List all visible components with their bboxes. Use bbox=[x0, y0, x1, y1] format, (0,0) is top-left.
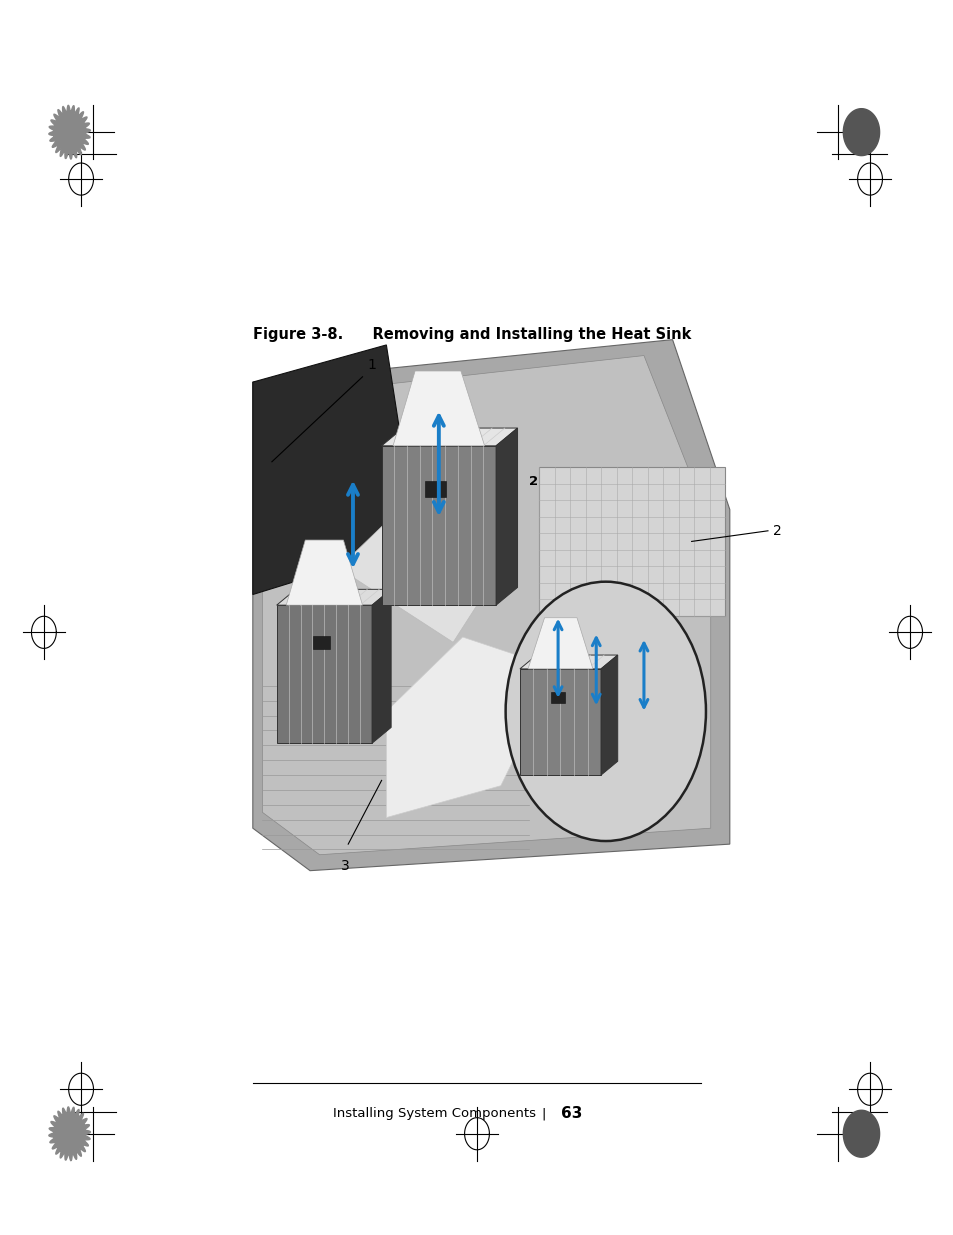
Polygon shape bbox=[49, 105, 91, 159]
Text: captive screws (4 each): captive screws (4 each) bbox=[272, 504, 430, 517]
Polygon shape bbox=[276, 605, 372, 743]
Text: 1: 1 bbox=[367, 358, 375, 372]
Text: 2: 2 bbox=[772, 524, 781, 537]
Polygon shape bbox=[600, 655, 618, 776]
Bar bbox=[538, 467, 724, 616]
Polygon shape bbox=[527, 618, 592, 669]
Polygon shape bbox=[393, 370, 484, 446]
Polygon shape bbox=[313, 636, 330, 650]
Polygon shape bbox=[49, 1107, 91, 1161]
Text: 63: 63 bbox=[560, 1107, 581, 1121]
Polygon shape bbox=[262, 356, 710, 855]
Polygon shape bbox=[253, 340, 729, 871]
Text: Installing System Components: Installing System Components bbox=[333, 1108, 536, 1120]
Polygon shape bbox=[425, 480, 445, 496]
Text: Figure 3-8.  Removing and Installing the Heat Sink: Figure 3-8. Removing and Installing the … bbox=[253, 327, 691, 342]
Polygon shape bbox=[496, 429, 517, 605]
Text: |: | bbox=[541, 1108, 545, 1120]
Polygon shape bbox=[550, 692, 565, 703]
Polygon shape bbox=[276, 589, 391, 605]
Polygon shape bbox=[386, 637, 558, 818]
Text: expansion-card riser assembly: expansion-card riser assembly bbox=[272, 475, 476, 489]
Polygon shape bbox=[842, 109, 879, 156]
Text: 3: 3 bbox=[340, 860, 350, 873]
Polygon shape bbox=[381, 429, 517, 446]
Polygon shape bbox=[842, 1110, 879, 1157]
Text: 1: 1 bbox=[253, 475, 262, 489]
Polygon shape bbox=[286, 540, 362, 605]
Circle shape bbox=[505, 582, 705, 841]
Polygon shape bbox=[519, 669, 600, 776]
Text: heat sinks (2): heat sinks (2) bbox=[548, 475, 639, 489]
Polygon shape bbox=[381, 446, 496, 605]
Text: 3: 3 bbox=[253, 504, 262, 517]
Polygon shape bbox=[338, 499, 500, 642]
Text: 2: 2 bbox=[529, 475, 538, 489]
Polygon shape bbox=[372, 589, 391, 743]
Polygon shape bbox=[519, 655, 618, 669]
Polygon shape bbox=[253, 345, 410, 594]
